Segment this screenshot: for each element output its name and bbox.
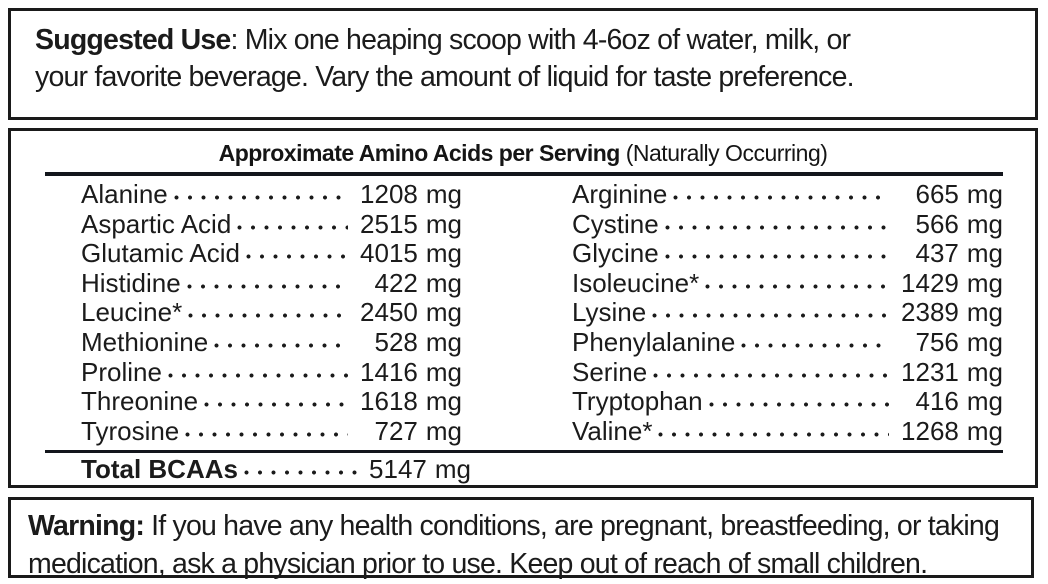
amino-value: 2450 [360,297,418,328]
amino-name: Valine* [572,415,653,446]
amino-value: 727 [374,415,418,446]
amino-unit: mg [966,386,1003,417]
amino-name: Glutamic Acid [81,238,240,269]
amino-unit: mg [966,415,1003,446]
total-bcaas-row: Total BCAAs 5147 mg [81,454,471,485]
amino-value: 1429 [901,267,959,298]
amino-row: Tyrosine 727 mg [81,415,462,447]
amino-row: Tryptophan 416 mg [572,387,1003,417]
amino-unit: mg [425,238,462,269]
amino-row: Proline 1416 mg [81,356,462,388]
amino-unit: mg [425,326,462,357]
amino-row: Isoleucine* 1429 mg [572,267,1003,299]
suggested-use-text: Suggested Use: Mix one heaping scoop wit… [11,11,1035,96]
amino-row: Valine* 1268 mg [572,415,1003,447]
total-bcaas-unit: mg [434,454,471,485]
amino-unit: mg [425,208,462,239]
amino-name: Methionine [81,326,209,357]
amino-value: 1416 [360,356,418,387]
amino-value: 665 [915,179,959,209]
header-rule [45,172,1003,176]
amino-row: Serine 1231 mg [572,356,1003,388]
amino-row: Histidine 422 mg [81,267,462,299]
amino-column-left: Alanine 1208 mg Aspartic Acid 2515 mg Glutamic… [81,179,462,447]
amino-row: Arginine 665 mg [572,179,1003,210]
amino-value: 2389 [901,297,959,328]
amino-unit: mg [425,356,462,387]
amino-unit: mg [966,356,1003,387]
amino-unit: mg [966,238,1003,269]
amino-value: 4015 [360,238,418,269]
amino-name: Alanine [81,179,168,209]
suggested-use-line1: : Mix one heaping scoop with 4-6oz of wa… [230,24,852,56]
amino-name: Tryptophan [572,386,703,417]
amino-name: Phenylalanine [572,326,736,357]
warning-label: Warning: [28,510,145,542]
amino-name: Leucine* [81,297,183,328]
total-bcaas-value: 5147 [369,454,427,485]
amino-unit: mg [425,267,462,298]
amino-unit: mg [425,179,462,209]
amino-row: Alanine 1208 mg [81,179,462,210]
amino-row: Leucine* 2450 mg [81,298,462,328]
amino-name: Arginine [572,179,668,209]
amino-value: 437 [915,238,959,269]
amino-value: 1618 [360,386,418,417]
amino-column-right: Arginine 665 mg Cystine 566 mg Glycine 437 mg Iso… [572,179,1003,447]
warning-line2: medication, ask a physician prior to use… [28,548,928,580]
amino-unit: mg [425,297,462,328]
amino-value: 1231 [901,356,959,387]
amino-row: Lysine 2389 mg [572,298,1003,328]
amino-unit: mg [425,386,462,417]
amino-unit: mg [966,208,1003,239]
amino-name: Glycine [572,238,659,269]
amino-name: Aspartic Acid [81,208,232,239]
amino-unit: mg [966,297,1003,328]
amino-table-title: Approximate Amino Acids per Serving (Nat… [11,138,1035,168]
amino-unit: mg [966,267,1003,298]
warning-panel: Warning: If you have any health conditio… [8,497,1034,580]
amino-row: Phenylalanine 756 mg [572,326,1003,358]
amino-value: 566 [915,208,959,239]
amino-table: Alanine 1208 mg Aspartic Acid 2515 mg Glutamic… [11,176,1035,446]
amino-value: 1268 [901,415,959,446]
amino-value: 416 [915,386,959,417]
total-bcaas-label: Total BCAAs [81,454,238,485]
amino-unit: mg [425,415,462,446]
amino-name: Serine [572,356,648,387]
amino-name: Histidine [81,267,181,298]
amino-value: 1208 [360,179,418,209]
amino-row: Threonine 1618 mg [81,387,462,417]
amino-table-title-regular: (Naturally Occurring) [619,140,828,166]
amino-acids-panel: Approximate Amino Acids per Serving (Nat… [8,128,1038,488]
suggested-use-line2: your favorite beverage. Vary the amount … [35,61,855,93]
warning-line1: If you have any health conditions, are p… [144,510,1000,542]
amino-value: 756 [915,326,959,357]
amino-name: Isoleucine* [572,267,700,298]
amino-row: Methionine 528 mg [81,326,462,358]
amino-value: 528 [374,326,418,357]
amino-unit: mg [966,326,1003,357]
amino-row: Glycine 437 mg [572,239,1003,269]
amino-name: Tyrosine [81,415,180,446]
amino-row: Cystine 566 mg [572,208,1003,240]
warning-text: Warning: If you have any health conditio… [11,500,1031,583]
amino-value: 422 [374,267,418,298]
amino-row: Glutamic Acid 4015 mg [81,239,462,269]
amino-row: Aspartic Acid 2515 mg [81,208,462,240]
amino-value: 2515 [360,208,418,239]
suggested-use-panel: Suggested Use: Mix one heaping scoop wit… [8,8,1038,120]
total-rule [45,450,1003,454]
amino-name: Proline [81,356,162,387]
amino-name: Cystine [572,208,659,239]
amino-table-title-bold: Approximate Amino Acids per Serving [218,140,621,166]
amino-name: Threonine [81,386,199,417]
suggested-use-label: Suggested Use [35,24,231,56]
amino-unit: mg [966,179,1003,209]
amino-name: Lysine [572,297,647,328]
